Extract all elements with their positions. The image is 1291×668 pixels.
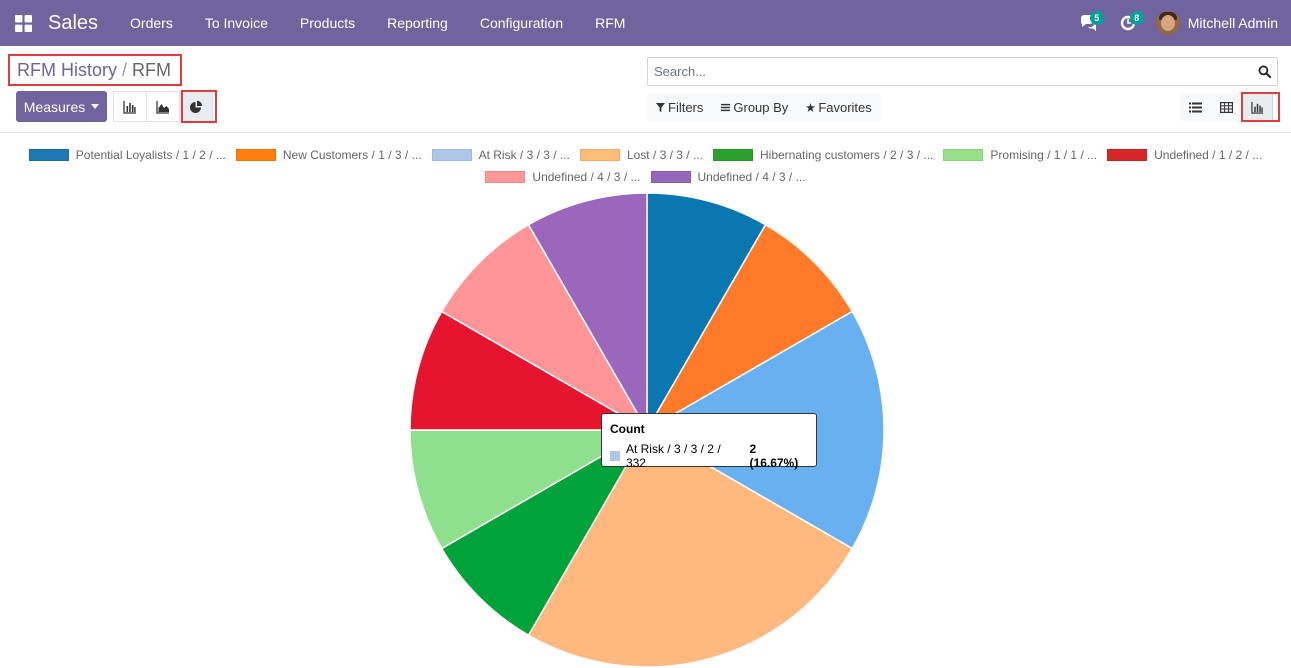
favorites-label: Favorites xyxy=(818,99,872,115)
legend-item[interactable]: Promising / 1 / 1 / ... xyxy=(943,148,1097,162)
legend-label: Promising / 1 / 1 / ... xyxy=(990,148,1098,162)
search-input[interactable] xyxy=(648,58,1251,85)
legend-item[interactable]: Undefined / 4 / 3 / ... xyxy=(485,170,641,184)
pie-slice[interactable] xyxy=(527,192,648,433)
favorites-button[interactable]: Favorites xyxy=(797,93,880,121)
legend-item[interactable]: New Customers / 1 / 3 / ... xyxy=(235,148,422,162)
control-panel: RFM History / RFM Measures Filters Gro xyxy=(0,46,1291,133)
search-options: Filters Group By Favorites xyxy=(647,93,881,121)
legend-swatch xyxy=(1107,149,1148,161)
legend-label: At Risk / 3 / 3 / ... xyxy=(478,148,570,162)
pie-slice[interactable] xyxy=(409,429,650,550)
list-view-button[interactable] xyxy=(1180,93,1211,121)
legend-swatch xyxy=(943,149,984,161)
chart-tooltip: Count At Risk / 3 / 3 / 2 / 332 2 (16.67… xyxy=(601,413,817,470)
legend-item[interactable]: Potential Loyalists / 1 / 2 / ... xyxy=(28,148,226,162)
legend-swatch xyxy=(28,149,69,161)
filters-label: Filters xyxy=(668,99,704,115)
menu-reporting[interactable]: Reporting xyxy=(387,15,448,31)
user-menu[interactable]: Mitchell Admin xyxy=(1148,11,1291,35)
breadcrumb: RFM History / RFM xyxy=(8,54,182,86)
legend-item[interactable]: At Risk / 3 / 3 / ... xyxy=(431,148,570,162)
pie-chart-icon xyxy=(190,100,203,113)
legend-label: Undefined / 4 / 3 / ... xyxy=(697,170,806,184)
area-chart-icon xyxy=(156,100,169,114)
legend-swatch xyxy=(485,171,526,183)
bar-chart-icon xyxy=(1251,101,1264,114)
apps-menu-icon[interactable] xyxy=(0,0,46,46)
activities-button[interactable]: 8 xyxy=(1108,0,1148,46)
chart-legend: Potential Loyalists / 1 / 2 / ... New Cus… xyxy=(0,144,1291,188)
legend-swatch xyxy=(431,149,472,161)
legend-swatch xyxy=(235,149,276,161)
table-icon xyxy=(1220,101,1233,113)
user-name: Mitchell Admin xyxy=(1187,15,1278,31)
filters-button[interactable]: Filters xyxy=(647,93,712,121)
pie-slice[interactable] xyxy=(646,192,767,433)
legend-item[interactable]: Undefined / 4 / 3 / ... xyxy=(650,170,806,184)
messages-button[interactable]: 5 xyxy=(1068,0,1108,46)
breadcrumb-parent[interactable]: RFM History xyxy=(17,59,117,80)
search-box xyxy=(647,57,1278,86)
star-icon xyxy=(806,102,816,112)
group-by-label: Group By xyxy=(733,99,789,115)
caret-down-icon xyxy=(91,104,100,109)
tooltip-value: 2 (16.67%) xyxy=(749,442,799,470)
measures-button[interactable]: Measures xyxy=(16,91,107,122)
list-icon xyxy=(1189,102,1202,112)
legend-label: Undefined / 4 / 3 / ... xyxy=(532,170,641,184)
view-switcher xyxy=(1180,93,1273,121)
search-icon[interactable] xyxy=(1251,58,1277,85)
legend-label: New Customers / 1 / 3 / ... xyxy=(282,148,422,162)
bar-chart-icon xyxy=(123,100,136,114)
avatar xyxy=(1155,11,1180,35)
pie-slice[interactable] xyxy=(527,428,854,668)
legend-swatch xyxy=(712,149,753,161)
chart-type-group xyxy=(113,91,213,122)
app-name[interactable]: Sales xyxy=(48,11,99,34)
pie-slice[interactable] xyxy=(440,223,650,433)
filter-icon xyxy=(656,102,665,112)
legend-label: Undefined / 1 / 2 / ... xyxy=(1154,148,1263,162)
pie-slice[interactable] xyxy=(644,223,854,433)
legend-item[interactable]: Undefined / 1 / 2 / ... xyxy=(1107,148,1262,162)
legend-item[interactable]: Lost / 3 / 3 / ... xyxy=(579,148,703,162)
pie-slice[interactable] xyxy=(409,310,650,431)
menu-to-invoice[interactable]: To Invoice xyxy=(204,15,268,31)
measures-label: Measures xyxy=(23,98,86,115)
bars-icon xyxy=(721,103,731,111)
legend-swatch xyxy=(579,149,620,161)
legend-label: Potential Loyalists / 1 / 2 / ... xyxy=(75,148,226,162)
pie-slice[interactable] xyxy=(440,427,650,637)
legend-item[interactable]: Hibernating customers / 2 / 3 / ... xyxy=(712,148,934,162)
bar-chart-button[interactable] xyxy=(113,91,147,122)
tooltip-swatch xyxy=(610,451,620,461)
pie-chart-button[interactable] xyxy=(179,91,213,122)
activities-count-badge: 8 xyxy=(1129,11,1144,25)
legend-swatch xyxy=(650,171,691,183)
menu-orders[interactable]: Orders xyxy=(130,15,173,31)
pivot-view-button[interactable] xyxy=(1211,93,1242,121)
messages-count-badge: 5 xyxy=(1089,11,1104,25)
tooltip-title: Count xyxy=(610,422,645,436)
legend-label: Hibernating customers / 2 / 3 / ... xyxy=(759,148,934,162)
menu-rfm[interactable]: RFM xyxy=(595,15,626,31)
legend-label: Lost / 3 / 3 / ... xyxy=(626,148,703,162)
tooltip-label: At Risk / 3 / 3 / 2 / 332 xyxy=(625,442,721,470)
group-by-button[interactable]: Group By xyxy=(712,93,797,121)
breadcrumb-current: RFM xyxy=(132,59,172,80)
menu-configuration[interactable]: Configuration xyxy=(479,15,564,31)
breadcrumb-separator: / xyxy=(122,59,128,80)
top-navbar: Sales Orders To Invoice Products Reporti… xyxy=(0,0,1291,46)
menu-products[interactable]: Products xyxy=(299,15,356,31)
